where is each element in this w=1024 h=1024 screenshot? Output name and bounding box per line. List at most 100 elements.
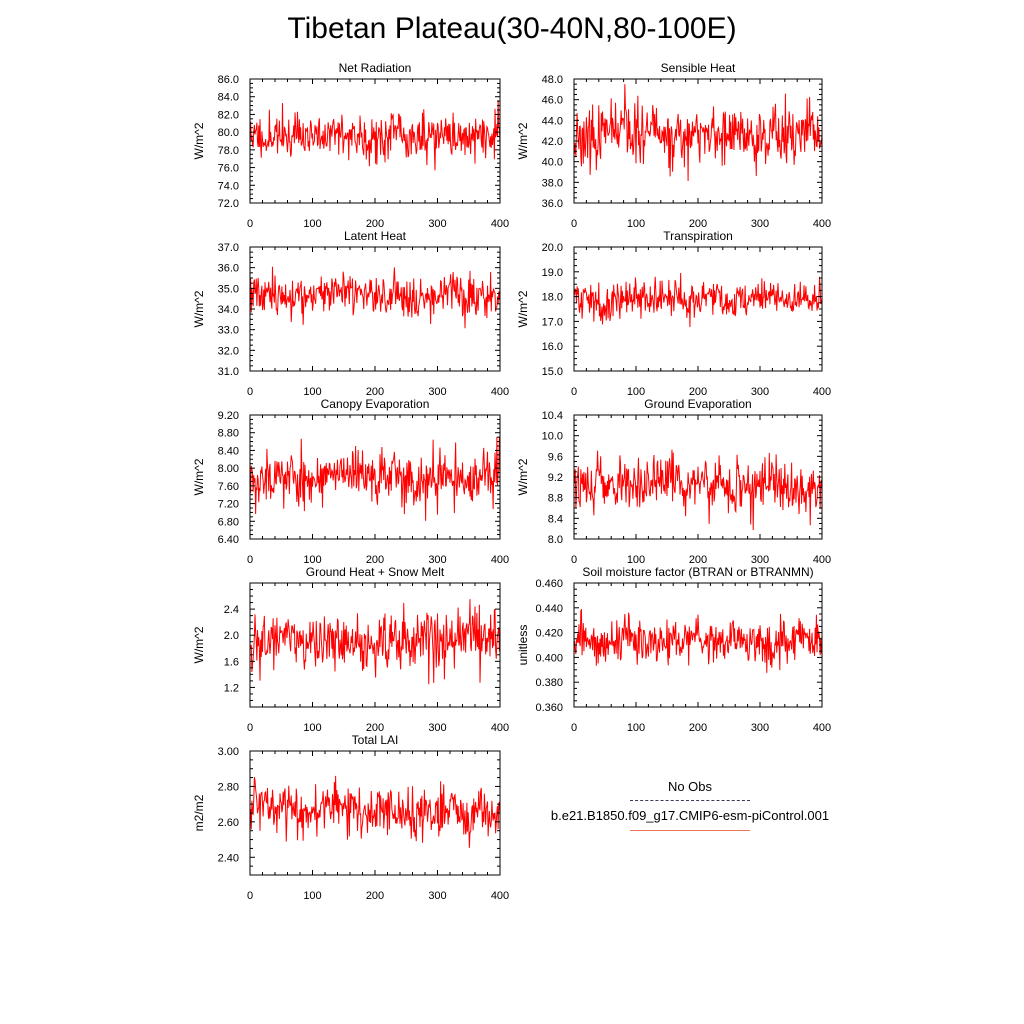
y-tick-label: 6.40 bbox=[218, 534, 239, 546]
y-tick-label: 32.0 bbox=[218, 345, 239, 357]
y-tick-label: 19.0 bbox=[542, 267, 563, 279]
y-tick-label: 17.0 bbox=[542, 316, 563, 328]
panel-title: Total LAI bbox=[352, 733, 399, 747]
y-axis-label: m2/m2 bbox=[192, 794, 206, 831]
figure-title: Tibetan Plateau(30-40N,80-100E) bbox=[287, 12, 737, 45]
y-axis-label: W/m^2 bbox=[192, 290, 206, 327]
x-tick-label: 100 bbox=[627, 218, 645, 230]
y-tick-label: 9.20 bbox=[218, 410, 239, 422]
series-line bbox=[574, 273, 823, 328]
y-tick-label: 0.440 bbox=[535, 603, 563, 615]
x-tick-label: 200 bbox=[366, 386, 384, 398]
y-tick-label: 10.0 bbox=[542, 431, 563, 443]
x-tick-label: 300 bbox=[428, 218, 446, 230]
x-tick-label: 200 bbox=[366, 554, 384, 566]
x-tick-label: 100 bbox=[303, 554, 321, 566]
y-axis-label: W/m^2 bbox=[516, 458, 530, 495]
panel-title: Net Radiation bbox=[339, 61, 412, 75]
x-tick-label: 400 bbox=[813, 218, 831, 230]
x-tick-label: 400 bbox=[491, 218, 509, 230]
y-tick-label: 8.0 bbox=[548, 534, 563, 546]
panel-title: Ground Evaporation bbox=[644, 397, 751, 411]
y-tick-label: 0.400 bbox=[535, 652, 563, 664]
y-tick-label: 2.80 bbox=[218, 781, 239, 793]
series-line bbox=[250, 100, 501, 171]
x-tick-label: 200 bbox=[689, 386, 707, 398]
legend-obs-label: No Obs bbox=[667, 779, 713, 794]
y-tick-label: 2.0 bbox=[224, 630, 239, 642]
y-tick-label: 9.6 bbox=[548, 451, 563, 463]
x-tick-label: 0 bbox=[571, 218, 577, 230]
y-tick-label: 15.0 bbox=[542, 366, 563, 378]
x-tick-label: 300 bbox=[428, 554, 446, 566]
chart-panel: 0 100 200 300 400 15.0 16.0 17.0 18.0 19.0 20.0 Tra… bbox=[516, 229, 831, 398]
y-tick-label: 48.0 bbox=[542, 74, 563, 86]
y-tick-label: 2.60 bbox=[218, 817, 239, 829]
x-tick-label: 200 bbox=[689, 554, 707, 566]
y-axis-label: W/m^2 bbox=[192, 122, 206, 159]
y-tick-label: 0.420 bbox=[535, 628, 563, 640]
x-tick-label: 300 bbox=[428, 890, 446, 902]
y-tick-label: 2.40 bbox=[218, 852, 239, 864]
x-tick-label: 0 bbox=[247, 386, 253, 398]
panel-title: Soil moisture factor (BTRAN or BTRANMN) bbox=[582, 565, 813, 579]
x-tick-label: 300 bbox=[428, 386, 446, 398]
y-tick-label: 16.0 bbox=[542, 341, 563, 353]
x-tick-label: 0 bbox=[247, 218, 253, 230]
y-tick-label: 76.0 bbox=[218, 163, 239, 175]
y-tick-label: 74.0 bbox=[218, 180, 239, 192]
y-tick-label: 0.380 bbox=[535, 677, 563, 689]
series-line bbox=[574, 608, 823, 673]
y-tick-label: 1.6 bbox=[224, 656, 239, 668]
x-tick-label: 400 bbox=[491, 554, 509, 566]
x-tick-label: 400 bbox=[813, 722, 831, 734]
chart-panel: 0 100 200 300 400 31.0 32.0 33.0 34.0 35.0 36.0 37.… bbox=[192, 229, 509, 398]
y-tick-label: 40.0 bbox=[542, 157, 563, 169]
x-tick-label: 0 bbox=[571, 722, 577, 734]
y-tick-label: 33.0 bbox=[218, 325, 239, 337]
y-tick-label: 20.0 bbox=[542, 242, 563, 254]
y-tick-label: 37.0 bbox=[218, 242, 239, 254]
y-tick-label: 7.20 bbox=[218, 499, 239, 511]
panel-title: Latent Heat bbox=[344, 229, 407, 243]
y-tick-label: 0.460 bbox=[535, 578, 563, 590]
y-tick-label: 42.0 bbox=[542, 136, 563, 148]
y-tick-label: 80.0 bbox=[218, 127, 239, 139]
x-tick-label: 400 bbox=[813, 386, 831, 398]
x-tick-label: 100 bbox=[627, 554, 645, 566]
y-tick-label: 78.0 bbox=[218, 145, 239, 157]
panel-title: Canopy Evaporation bbox=[321, 397, 430, 411]
y-tick-label: 6.80 bbox=[218, 516, 239, 528]
x-tick-label: 100 bbox=[627, 722, 645, 734]
legend-obs-line-sample bbox=[630, 800, 750, 801]
legend-case-line-sample bbox=[630, 830, 750, 831]
chart-panel: 0 100 200 300 400 72.0 74.0 76.0 78.0 80.0 82.0 84.… bbox=[192, 61, 509, 230]
x-tick-label: 100 bbox=[303, 890, 321, 902]
y-tick-label: 44.0 bbox=[542, 115, 563, 127]
y-tick-label: 8.00 bbox=[218, 463, 239, 475]
y-tick-label: 35.0 bbox=[218, 283, 239, 295]
x-tick-label: 100 bbox=[303, 218, 321, 230]
y-axis-label: W/m^2 bbox=[192, 458, 206, 495]
y-tick-label: 8.4 bbox=[548, 513, 563, 525]
x-tick-label: 100 bbox=[627, 386, 645, 398]
x-tick-label: 300 bbox=[751, 386, 769, 398]
x-tick-label: 300 bbox=[428, 722, 446, 734]
x-tick-label: 100 bbox=[303, 722, 321, 734]
y-axis-label: unitless bbox=[516, 625, 530, 666]
legend-case-label: b.e21.B1850.f09_g17.CMIP6-esm-piControl.… bbox=[550, 808, 830, 823]
y-axis-label: W/m^2 bbox=[192, 626, 206, 663]
y-tick-label: 31.0 bbox=[218, 366, 239, 378]
y-tick-label: 82.0 bbox=[218, 109, 239, 121]
y-axis-label: W/m^2 bbox=[516, 122, 530, 159]
x-tick-label: 0 bbox=[247, 890, 253, 902]
y-tick-label: 84.0 bbox=[218, 92, 239, 104]
x-tick-label: 0 bbox=[571, 554, 577, 566]
y-tick-label: 38.0 bbox=[542, 177, 563, 189]
x-tick-label: 200 bbox=[366, 722, 384, 734]
chart-panel: 0 100 200 300 400 6.40 6.80 7.20 7.60 8.00 8.40 8.8… bbox=[192, 397, 509, 566]
x-tick-label: 200 bbox=[689, 218, 707, 230]
panel-title: Sensible Heat bbox=[661, 61, 736, 75]
y-tick-label: 36.0 bbox=[542, 198, 563, 210]
